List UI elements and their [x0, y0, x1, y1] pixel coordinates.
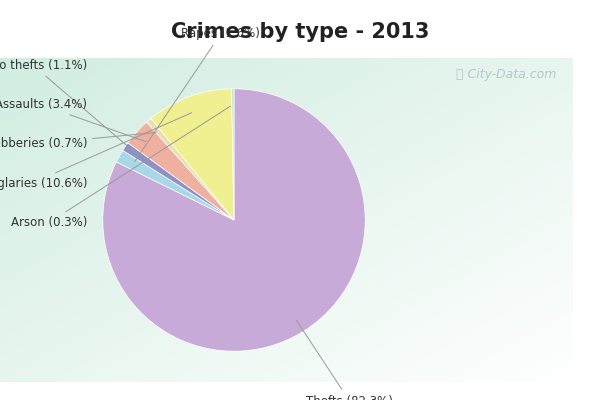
- Text: Burglaries (10.6%): Burglaries (10.6%): [0, 113, 191, 190]
- Text: Crimes by type - 2013: Crimes by type - 2013: [171, 22, 429, 42]
- Wedge shape: [146, 118, 234, 220]
- Text: Arson (0.3%): Arson (0.3%): [11, 106, 230, 229]
- Wedge shape: [128, 122, 234, 220]
- Text: Rapes (1.6%): Rapes (1.6%): [135, 27, 260, 162]
- Wedge shape: [116, 150, 234, 220]
- Text: Auto thefts (1.1%): Auto thefts (1.1%): [0, 59, 136, 154]
- Text: Thefts (82.3%): Thefts (82.3%): [296, 320, 393, 400]
- Text: Assaults (3.4%): Assaults (3.4%): [0, 98, 146, 142]
- Wedge shape: [123, 143, 234, 220]
- Wedge shape: [103, 89, 365, 351]
- Text: ⓘ City-Data.com: ⓘ City-Data.com: [456, 68, 556, 81]
- Wedge shape: [232, 89, 234, 220]
- Text: Robberies (0.7%): Robberies (0.7%): [0, 132, 156, 150]
- Wedge shape: [151, 89, 234, 220]
